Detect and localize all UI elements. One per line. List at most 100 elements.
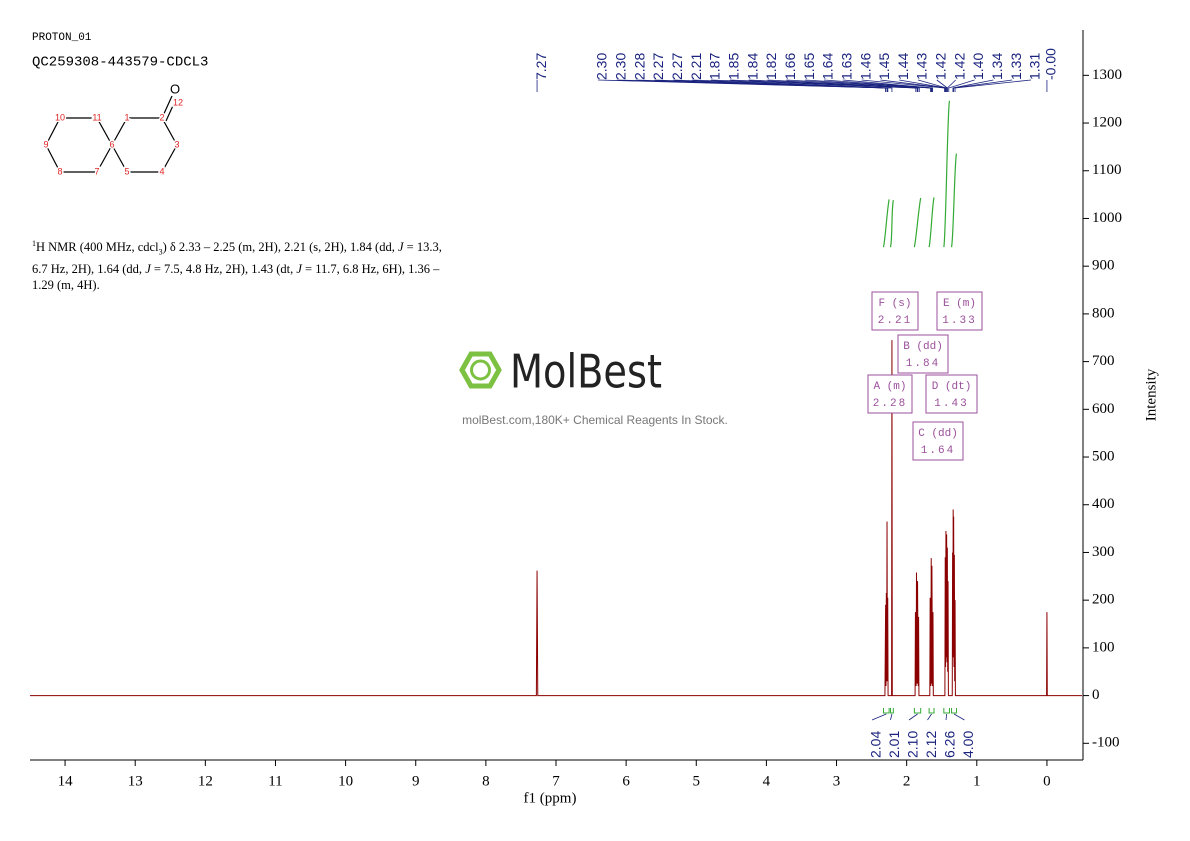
integral-bracket: [913, 708, 922, 714]
integral-curve: [889, 199, 894, 248]
peak-label: 1.63: [838, 53, 854, 80]
integral-curve: [950, 153, 958, 248]
text: J: [296, 261, 302, 276]
y-tick-label: 600: [1092, 401, 1115, 417]
multiplet-shift: 1.64: [921, 445, 955, 457]
header-title: PROTON_01: [32, 32, 92, 44]
peak-label: 1.85: [725, 53, 741, 80]
multiplet-shift: 1.33: [942, 315, 976, 327]
peak-label: 1.34: [989, 53, 1005, 80]
multiplet-shift: 1.84: [906, 358, 940, 370]
peak-connector: [948, 79, 975, 92]
y-tick-label: 100: [1092, 639, 1115, 655]
x-tick-label: 13: [128, 773, 143, 789]
x-tick-label: 10: [338, 773, 353, 789]
y-tick-label: 300: [1092, 544, 1115, 560]
x-tick-label: 7: [552, 773, 560, 789]
peak-label: 2.27: [669, 53, 685, 80]
logo-ring: [470, 359, 491, 381]
integral-leader: [908, 713, 918, 721]
text: ) δ 2.33 – 2.25 (m, 2H), 2.21 (s, 2H), 1…: [162, 240, 398, 255]
peak-label: 1.45: [876, 53, 892, 80]
text: 3: [158, 247, 163, 257]
peak-label: 2.30: [594, 53, 610, 80]
integral-bracket: [943, 708, 950, 714]
multiplet-name: D (dt): [932, 381, 972, 393]
atom-label: 9: [43, 139, 48, 149]
integral-curve: [882, 199, 890, 248]
bond: [161, 144, 178, 173]
watermark-brand: MolBest: [510, 345, 662, 399]
integral-curve: [943, 100, 951, 248]
multiplet-box: [871, 291, 919, 331]
logo: [459, 351, 502, 389]
peak-connector: [917, 79, 948, 92]
peak-connector: [954, 79, 1032, 92]
bond: [161, 117, 178, 146]
multiplet-name: F (s): [878, 298, 911, 310]
atom-label: O: [170, 81, 180, 96]
multiplet-name: C (dd): [918, 428, 958, 440]
y-tick-label: 1100: [1092, 162, 1121, 178]
peak-label: 1.66: [782, 53, 798, 80]
x-tick-label: 6: [622, 773, 630, 789]
text: J: [397, 240, 404, 255]
y-tick-label: 1200: [1092, 114, 1122, 130]
y-tick-label: -100: [1092, 735, 1120, 751]
peak-label: 1.31: [1027, 53, 1043, 80]
peak-label: 2.27: [650, 53, 666, 80]
y-tick-label: 200: [1092, 592, 1115, 608]
y-tick-label: 0: [1092, 687, 1100, 703]
multiplet-box: [925, 374, 978, 414]
peak-label: 1.33: [1008, 53, 1024, 80]
integral-bracket: [890, 708, 894, 714]
atom-label: 10: [55, 112, 65, 122]
peak-connector: [952, 79, 994, 92]
atom-label: 5: [124, 166, 129, 176]
x-tick-label: 11: [268, 773, 282, 789]
sample-id: QC259308-443579-CDCL3: [32, 55, 208, 71]
x-tick-label: 1: [973, 773, 981, 789]
bond: [96, 144, 113, 173]
x-tick-label: 5: [693, 773, 701, 789]
atom-label: 6: [109, 139, 114, 149]
multiplet-box: [867, 374, 913, 414]
nmr-description: 1H NMR (400 MHz, cdcl3) δ 2.33 – 2.25 (m…: [32, 236, 447, 293]
peak-connector: [767, 79, 920, 92]
atom-label: 8: [57, 166, 62, 176]
integral-bracket: [928, 708, 935, 714]
peak-connector: [692, 79, 893, 92]
bond: [165, 98, 177, 122]
peak-label: 7.27: [533, 53, 549, 80]
multiplet-name: B (dd): [903, 341, 943, 353]
text: H NMR (400 MHz, cdcl: [36, 240, 159, 255]
bond: [45, 117, 61, 146]
multiplet-shift: 1.43: [934, 398, 968, 410]
multiplet-shift: 2.28: [873, 398, 907, 410]
atom-label: 2: [159, 112, 164, 122]
y-tick-label: 800: [1092, 305, 1115, 321]
integral-label: 2.10: [905, 731, 921, 758]
text: J: [145, 261, 151, 276]
peak-label: 1.42: [951, 53, 967, 80]
integral-label: 2.04: [868, 731, 884, 758]
peak-label: 1.87: [707, 53, 723, 80]
integral-curve: [913, 197, 922, 248]
x-tick-label: 0: [1043, 773, 1051, 789]
logo-hexagon: [459, 351, 502, 389]
integral-label: 6.26: [942, 731, 958, 758]
multiplet-name: A (m): [873, 381, 906, 393]
x-tick-label: 12: [198, 773, 213, 789]
y-tick-label: 400: [1092, 496, 1115, 512]
y-tick-label: 700: [1092, 353, 1115, 369]
multiplet-box: [912, 421, 964, 461]
integral-bracket: [883, 708, 890, 714]
integral-leader: [953, 713, 965, 721]
integral-label: 2.12: [923, 731, 939, 758]
watermark-tagline: molBest.com,180K+ Chemical Reagents In S…: [462, 413, 728, 427]
integral-curve: [928, 197, 935, 248]
atom-label: 7: [94, 166, 99, 176]
